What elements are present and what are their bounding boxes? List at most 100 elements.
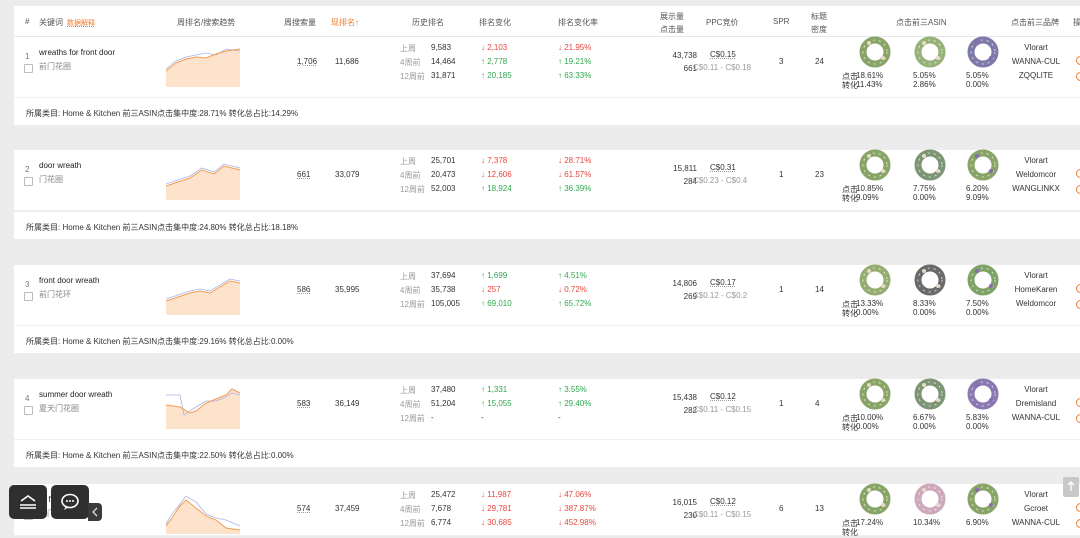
row-checkbox[interactable] xyxy=(24,177,33,186)
trend-sparkline[interactable] xyxy=(166,385,242,429)
asin-product-image[interactable] xyxy=(912,147,948,183)
history-rank-value: 7,678 xyxy=(431,504,452,513)
track-icon[interactable] xyxy=(1076,398,1080,407)
change-arrow-icon: ↓ xyxy=(558,43,565,52)
asin-product-image[interactable] xyxy=(912,34,948,70)
trend-sparkline[interactable] xyxy=(166,156,242,200)
arrow-up-icon xyxy=(1067,481,1075,491)
col-keyword[interactable]: 关键词 xyxy=(39,18,63,27)
brand-name[interactable]: Weldomcor xyxy=(1015,299,1057,308)
more-icon[interactable] xyxy=(1076,414,1080,423)
track-icon[interactable] xyxy=(1076,56,1080,65)
trend-sparkline[interactable] xyxy=(166,43,242,87)
asin-product-image[interactable] xyxy=(912,262,948,298)
ppc-bid[interactable]: C$0.17 xyxy=(710,278,736,287)
category-summary-row: 所属类目: Home & Kitchen 前三ASIN点击集中度:28.71% … xyxy=(14,98,1080,125)
change-arrow-icon: ↑ xyxy=(558,385,565,394)
asin-product-image[interactable] xyxy=(965,481,1001,517)
col-rank-change[interactable]: 排名变化 xyxy=(479,18,511,27)
brand-name[interactable]: HomeKaren xyxy=(1014,285,1058,294)
trend-sparkline[interactable] xyxy=(166,271,242,315)
ppc-range: C$0.11 - C$0.15 xyxy=(693,405,752,414)
weekly-search-value[interactable]: 1,706 xyxy=(297,57,318,66)
brand-name[interactable]: WANNA-CUL xyxy=(1011,57,1061,66)
brand-name[interactable]: Gcroet xyxy=(1023,504,1048,513)
current-rank-value: 37,459 xyxy=(335,504,360,513)
col-clicks[interactable]: 点击量 xyxy=(660,25,684,34)
scroll-to-top-widget[interactable] xyxy=(9,485,47,519)
asin-product-image[interactable] xyxy=(857,481,893,517)
asin-product-image[interactable] xyxy=(857,262,893,298)
keyword-link[interactable]: wreaths for front door xyxy=(39,48,116,57)
row-checkbox[interactable] xyxy=(24,64,33,73)
track-icon[interactable] xyxy=(1076,503,1080,512)
asin-product-image[interactable] xyxy=(912,481,948,517)
collapse-toggle[interactable] xyxy=(88,503,102,521)
back-to-top-button[interactable] xyxy=(1063,477,1079,497)
col-impressions[interactable]: 展示量 xyxy=(660,12,684,21)
data-explain-link[interactable]: 数据解释 xyxy=(67,20,95,27)
asin-product-image[interactable] xyxy=(857,376,893,412)
history-rank-value: 20,473 xyxy=(431,170,456,179)
keyword-link[interactable]: summer door wreath xyxy=(39,390,113,399)
row-checkbox[interactable] xyxy=(24,292,33,301)
brand-name[interactable]: WANGLINKX xyxy=(1012,184,1060,193)
col-spr[interactable]: SPR xyxy=(773,17,790,26)
keyword-link[interactable]: front door wreath xyxy=(39,276,100,285)
more-icon[interactable] xyxy=(1076,185,1080,194)
category-summary: 所属类目: Home & Kitchen 前三ASIN点击集中度:28.71% … xyxy=(26,109,299,118)
more-icon[interactable] xyxy=(1076,300,1080,309)
col-ppc[interactable]: PPC竞价 xyxy=(706,18,739,27)
asin-product-image[interactable] xyxy=(965,262,1001,298)
ppc-bid[interactable]: C$0.12 xyxy=(710,392,736,401)
brand-name[interactable]: Vlorart xyxy=(1024,490,1048,499)
col-history-rank[interactable]: 历史排名 xyxy=(412,18,444,27)
asin-product-image[interactable] xyxy=(857,34,893,70)
col-trend[interactable]: 周排名/搜索趋势 xyxy=(177,18,236,27)
change-arrow-icon: ↑ xyxy=(481,299,488,308)
row-index: 4 xyxy=(25,394,30,403)
brand-name[interactable]: Vlorart xyxy=(1024,271,1048,280)
brand-name[interactable]: WANNA-CUL xyxy=(1011,518,1061,527)
track-icon[interactable] xyxy=(1076,169,1080,178)
asin-product-image[interactable] xyxy=(965,147,1001,183)
brand-name[interactable]: Vlorart xyxy=(1024,156,1048,165)
ppc-bid[interactable]: C$0.15 xyxy=(710,50,736,59)
brand-name[interactable]: Dremisland xyxy=(1015,399,1057,408)
weekly-search-value[interactable]: 574 xyxy=(297,504,311,513)
weekly-search-value[interactable]: 586 xyxy=(297,285,311,294)
col-index: # xyxy=(25,17,30,26)
weekly-search-value[interactable]: 661 xyxy=(297,170,311,179)
more-icon[interactable] xyxy=(1076,72,1080,81)
change-arrow-icon: ↓ xyxy=(481,504,488,513)
more-icon[interactable] xyxy=(1076,519,1080,528)
col-rank-change-rate[interactable]: 排名变化率 xyxy=(558,18,598,27)
asin-product-image[interactable] xyxy=(912,376,948,412)
asin-conversion-share: 0.00% xyxy=(913,308,936,317)
col-actions: 操 xyxy=(1073,18,1080,27)
row-checkbox[interactable] xyxy=(24,406,33,415)
brand-name[interactable]: Weldomcor xyxy=(1015,170,1057,179)
keyword-link[interactable]: door wreath xyxy=(39,161,82,170)
chat-widget[interactable] xyxy=(51,485,89,519)
asin-product-image[interactable] xyxy=(965,376,1001,412)
impressions-value: 43,738 xyxy=(672,51,697,60)
col-title-density-2[interactable]: 密度 xyxy=(811,25,827,34)
brand-name[interactable]: WANNA-CUL xyxy=(1011,413,1061,422)
ppc-bid[interactable]: C$0.31 xyxy=(710,163,736,172)
trend-sparkline[interactable] xyxy=(166,490,242,534)
weekly-search-value[interactable]: 583 xyxy=(297,399,311,408)
brand-name[interactable]: Vlorart xyxy=(1024,43,1048,52)
asin-product-image[interactable] xyxy=(857,147,893,183)
period-label: 4周前 xyxy=(400,171,421,180)
brand-name[interactable]: ZQQLITE xyxy=(1018,71,1054,80)
col-title-density-1[interactable]: 标题 xyxy=(811,12,827,21)
row-index: 3 xyxy=(25,280,30,289)
asin-product-image[interactable] xyxy=(965,34,1001,70)
brand-name[interactable]: Vlorart xyxy=(1024,385,1048,394)
col-current-rank[interactable]: 现排名↑ xyxy=(331,18,359,27)
change-arrow-icon: ↓ xyxy=(481,170,488,179)
col-weekly-search[interactable]: 周搜索量 xyxy=(284,18,316,27)
ppc-bid[interactable]: C$0.12 xyxy=(710,497,736,506)
track-icon[interactable] xyxy=(1076,284,1080,293)
